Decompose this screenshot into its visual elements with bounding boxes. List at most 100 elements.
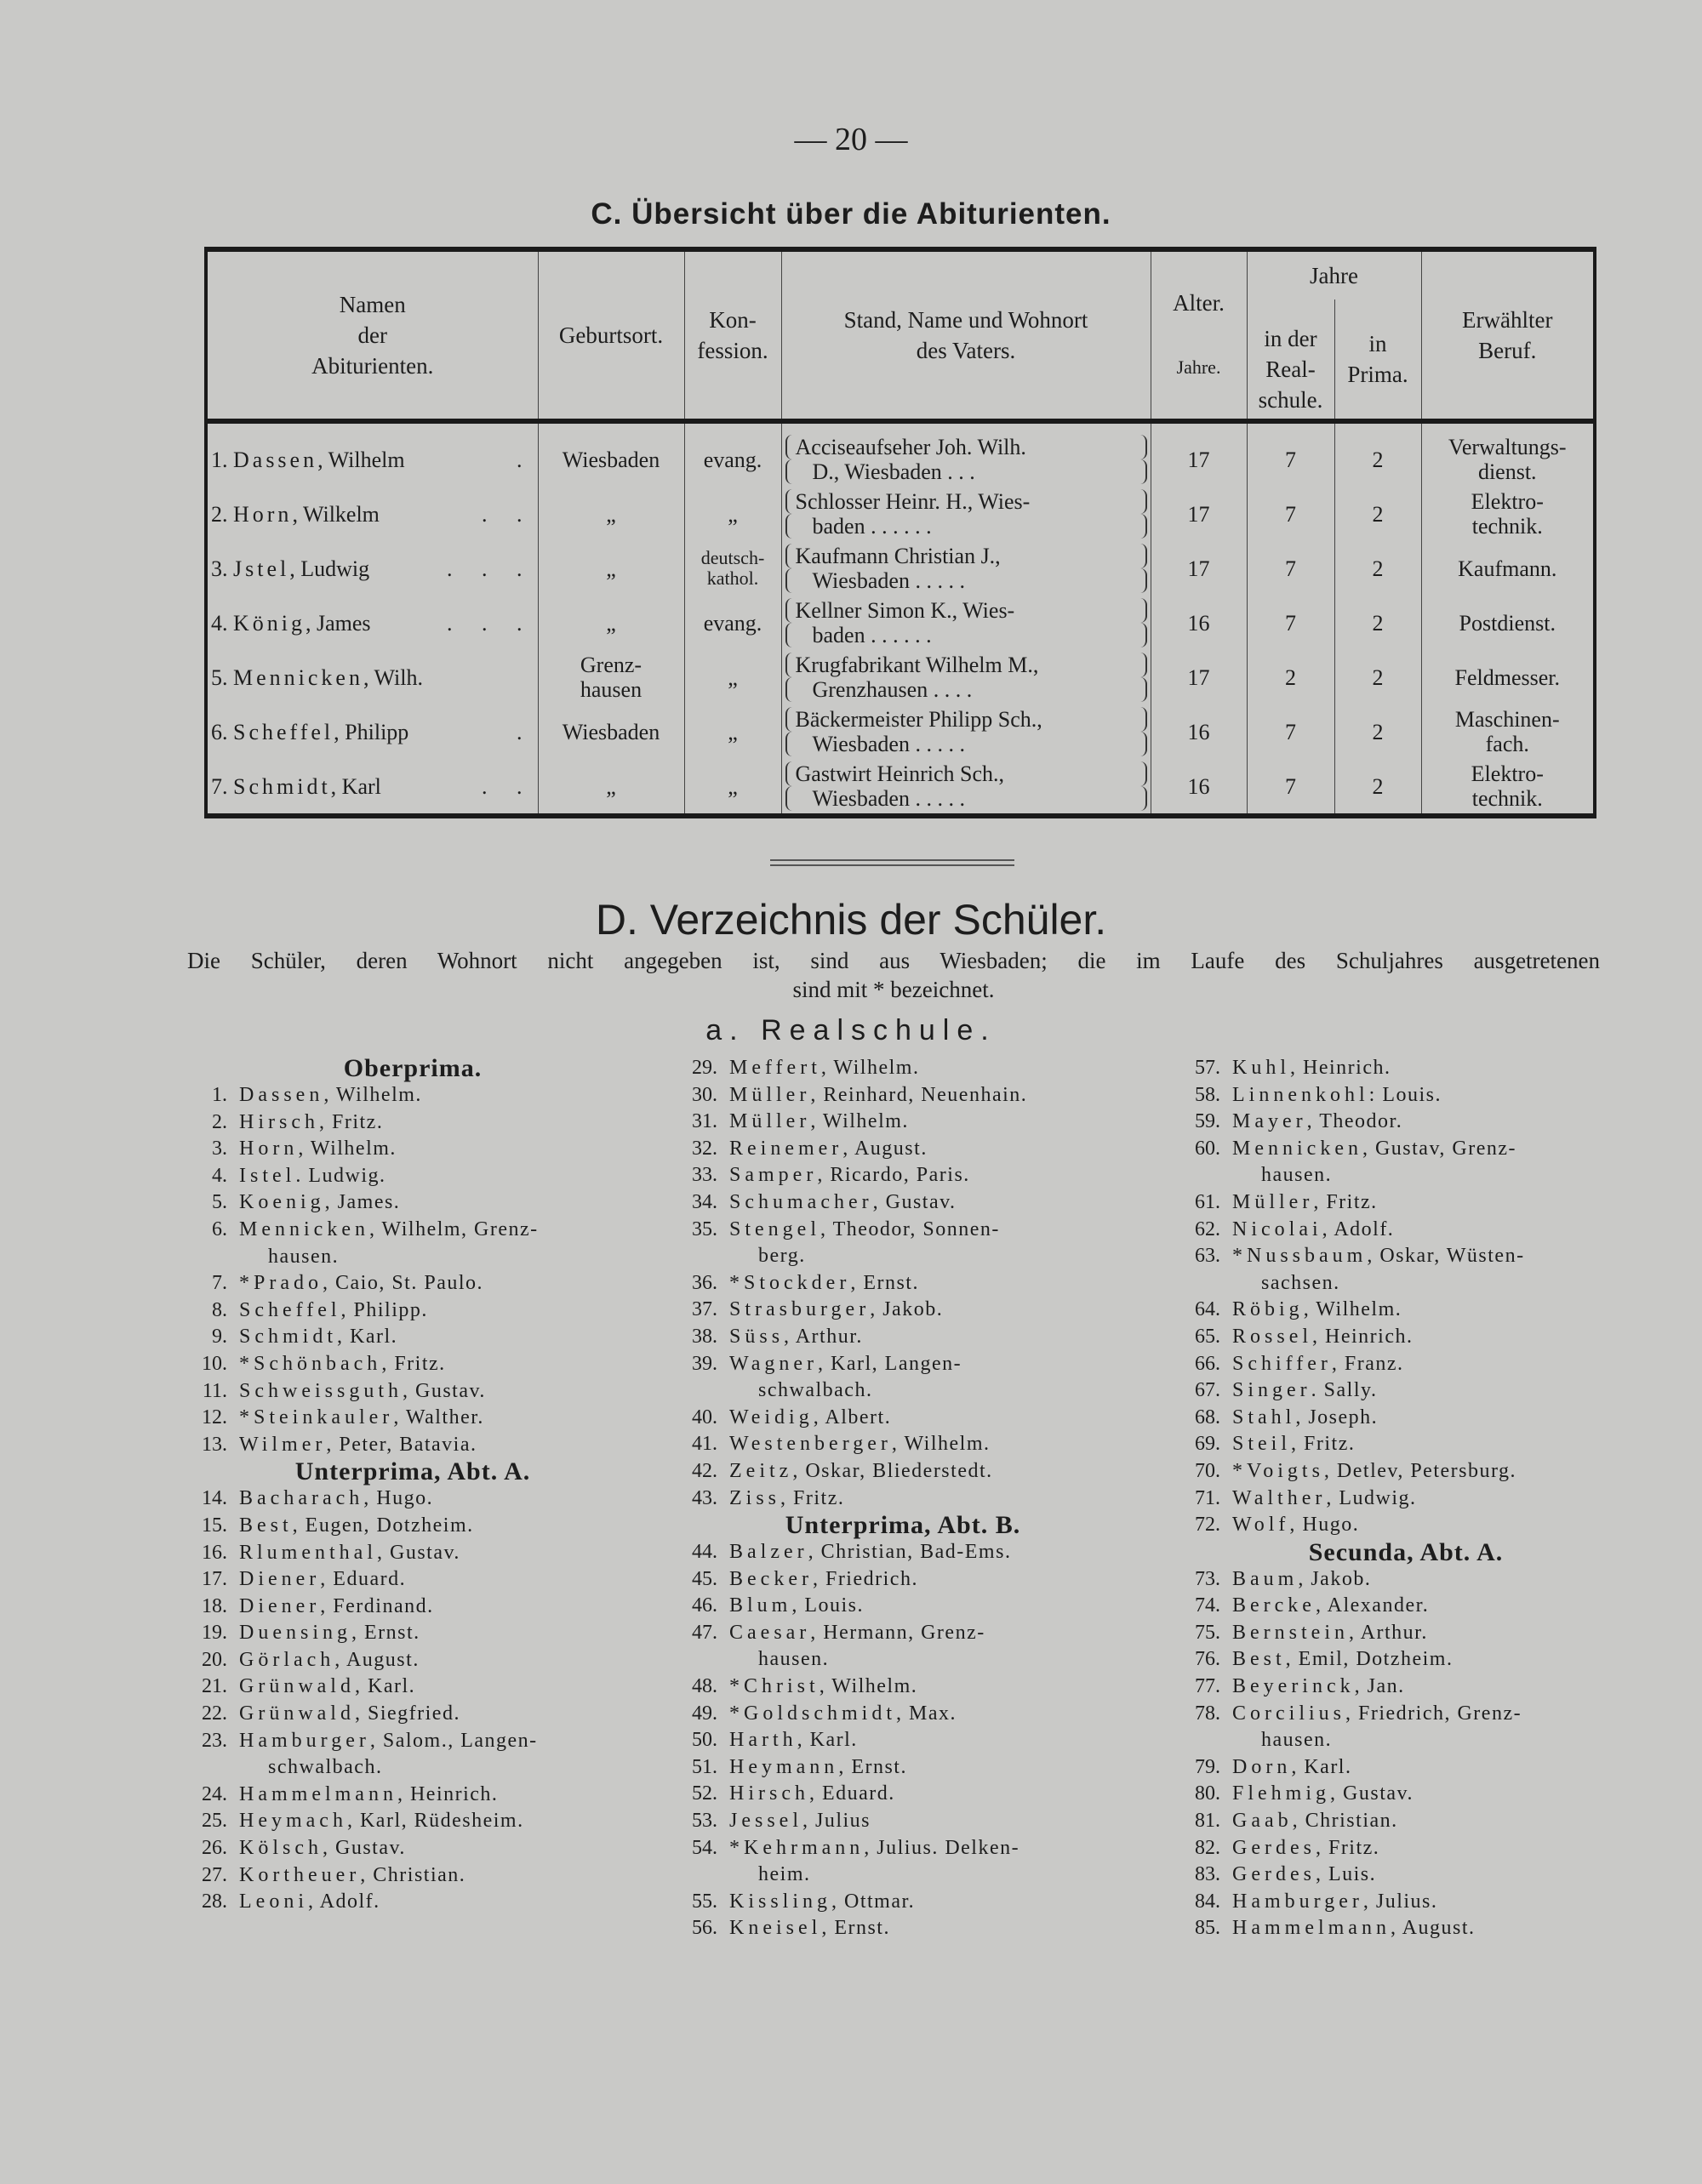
student-details: , Eduard. xyxy=(808,1782,895,1805)
list-item: 65. Rossel, Heinrich. xyxy=(1168,1324,1644,1351)
father-line: Gastwirt Heinrich Sch., xyxy=(785,761,1147,786)
father-cell: Kaufmann Christian J., Wiesbaden . . . . … xyxy=(780,541,1151,596)
student-surname: Hirsch xyxy=(239,1110,319,1133)
list-item: 69. Steil, Fritz. xyxy=(1168,1431,1644,1458)
prima-years-cell: 2 xyxy=(1334,421,1422,487)
list-item: 28. Leoni, Adolf. xyxy=(174,1889,651,1916)
student-surname: Wolf xyxy=(1232,1514,1290,1537)
student-details: , Karl. xyxy=(1291,1755,1352,1778)
profession-cell: Verwaltungs-dienst. xyxy=(1420,421,1596,487)
student-details: , Fritz. xyxy=(381,1352,446,1375)
student-surname: Kuhl xyxy=(1232,1057,1290,1079)
student-number: 16. xyxy=(202,1541,227,1564)
header-profession: Erwählter Beruf. xyxy=(1420,249,1596,424)
student-number: 45. xyxy=(692,1567,717,1590)
student-details: , Karl. xyxy=(797,1729,858,1752)
student-details: , Salom., Langen- xyxy=(369,1729,538,1752)
row-number: 2. xyxy=(211,501,228,527)
profession-line: Elektro- xyxy=(1471,489,1544,514)
list-item: 13. Wilmer, Peter, Batavia. xyxy=(174,1432,651,1459)
profession-line: Maschinen- xyxy=(1454,707,1560,732)
class-heading: Secunda, Abt. A. xyxy=(1308,1537,1504,1566)
student-number: 13. xyxy=(202,1433,227,1456)
list-item: 11. Schweissguth, Gustav. xyxy=(174,1378,651,1406)
student-surname: Kneisel xyxy=(729,1917,822,1940)
student-details: : Louis. xyxy=(1368,1083,1442,1106)
student-surname: Beyerinck xyxy=(1232,1675,1355,1698)
student-surname: Becker xyxy=(729,1567,813,1590)
student-number: 22. xyxy=(202,1702,227,1725)
student-surname: Weidig xyxy=(729,1406,814,1428)
student-details: , Karl, Rüdesheim. xyxy=(346,1810,524,1833)
student-number: 1. xyxy=(212,1084,227,1106)
confession-cell: „ xyxy=(683,487,781,541)
student-number: 79. xyxy=(1195,1755,1220,1778)
student-details: , Ernst. xyxy=(351,1622,420,1645)
list-item: 3. Horn, Wilhelm. xyxy=(174,1136,651,1163)
list-item: 85. Hammelmann, August. xyxy=(1168,1915,1644,1942)
table-row: 7. Schmidt, Karl. . „ „ Gastwirt Heinrich S… xyxy=(206,759,1596,816)
student-details: , Oskar, Bliederstedt. xyxy=(792,1459,993,1482)
profession-line: technik. xyxy=(1471,514,1543,539)
student-details: . Ludwig. xyxy=(295,1164,386,1187)
birthplace-cell: „ xyxy=(537,596,684,650)
given-name: , Wilhelm xyxy=(317,447,405,472)
student-surname: Mayer xyxy=(1232,1110,1307,1133)
given-name: , Philipp xyxy=(334,719,409,744)
student-surname: Müller xyxy=(1232,1190,1314,1213)
age-cell: 16 xyxy=(1150,759,1247,816)
student-number: 64. xyxy=(1195,1298,1220,1321)
student-surname: Kissling xyxy=(729,1890,832,1913)
list-item: 56. Kneisel, Ernst. xyxy=(665,1915,1141,1942)
surname: Mennicken xyxy=(233,664,363,690)
list-item: 16. Rlumenthal, Gustav. xyxy=(174,1540,651,1567)
student-details: , Siegfried. xyxy=(354,1702,460,1725)
list-item: 52. Hirsch, Eduard. xyxy=(665,1781,1141,1808)
student-number: 39. xyxy=(692,1352,717,1375)
student-surname: *Christ xyxy=(729,1675,820,1698)
father-line: Schlosser Heinr. H., Wies- xyxy=(785,489,1147,514)
profession-cell: Kaufmann. xyxy=(1420,541,1596,596)
student-details: , Julius. Delken- xyxy=(864,1836,1020,1859)
student-number: 15. xyxy=(202,1514,227,1537)
list-item: 24. Hammelmann, Heinrich. xyxy=(174,1782,651,1809)
profession-line: Feldmesser. xyxy=(1454,664,1561,690)
student-number: 37. xyxy=(692,1298,717,1321)
table-row: 2. Horn, Wilkelm. . „ „ Schlosser Heinr. H.… xyxy=(206,487,1596,541)
student-surname: Samper xyxy=(729,1164,818,1187)
student-surname: Dorn xyxy=(1232,1755,1292,1778)
list-item: 47. Caesar, Hermann, Grenz- xyxy=(665,1620,1141,1647)
student-number: 28. xyxy=(202,1890,227,1913)
student-details: , August. xyxy=(334,1648,420,1671)
list-item: 43. Ziss, Fritz. xyxy=(665,1485,1141,1513)
list-item-continuation: hausen. xyxy=(758,1648,830,1671)
student-surname: Istel xyxy=(239,1164,296,1187)
birthplace-cell: „ xyxy=(537,487,684,541)
confession-cell: deutsch- kathol. xyxy=(683,541,781,596)
list-item: 57. Kuhl, Heinrich. xyxy=(1168,1055,1644,1082)
student-details: , Hugo. xyxy=(363,1487,434,1510)
list-item: 22. Grünwald, Siegfried. xyxy=(174,1701,651,1728)
student-surname: Röbig xyxy=(1232,1298,1304,1321)
student-number: 7. xyxy=(212,1272,227,1295)
list-item: 67. Singer. Sally. xyxy=(1168,1377,1644,1405)
student-details: , Walther. xyxy=(393,1406,484,1429)
student-surname: Stengel xyxy=(729,1217,820,1240)
list-item: 80. Flehmig, Gustav. xyxy=(1168,1781,1644,1808)
student-number: 12. xyxy=(202,1406,227,1429)
student-number: 18. xyxy=(202,1594,227,1617)
student-number: 29. xyxy=(692,1057,717,1079)
student-surname: Blum xyxy=(729,1594,792,1617)
father-cell: Gastwirt Heinrich Sch., Wiesbaden . . . .… xyxy=(780,759,1151,816)
table-row: 6. Scheffel, Philipp. Wiesbaden „ Bäckermei… xyxy=(206,704,1596,759)
surname: Dassen xyxy=(233,447,318,472)
student-details: , Wilhelm. xyxy=(810,1110,909,1133)
list-item: 40. Weidig, Albert. xyxy=(665,1405,1141,1432)
student-details: , Heinrich. xyxy=(1312,1325,1414,1348)
father-line: Wiesbaden . . . . . xyxy=(785,786,1147,811)
table-header-row: Namen der Abiturienten. Geburtsort. Kon-fe… xyxy=(206,249,1596,424)
student-number: 50. xyxy=(692,1729,717,1752)
student-details: , Christian. xyxy=(1292,1810,1398,1833)
list-item-continuation: heim. xyxy=(758,1863,811,1886)
student-number: 73. xyxy=(1195,1567,1220,1590)
